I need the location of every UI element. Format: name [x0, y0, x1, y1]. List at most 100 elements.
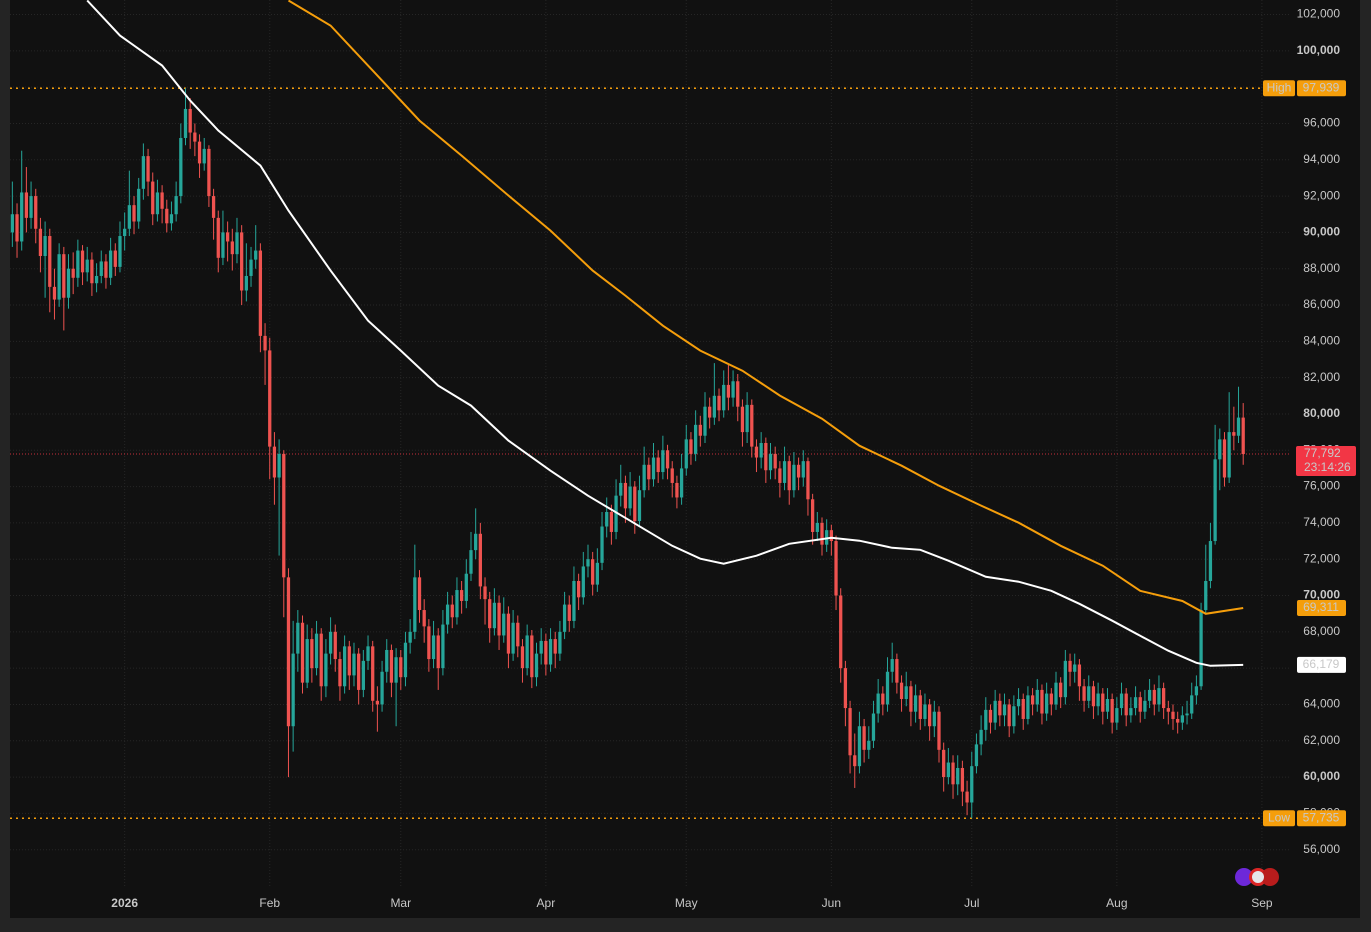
- level-name-box: [1263, 810, 1295, 827]
- candle-body: [801, 461, 805, 478]
- candle-body: [403, 642, 408, 678]
- candle-body: [530, 635, 534, 678]
- moving-average-line: [86, 0, 1244, 667]
- candle-body: [759, 443, 763, 458]
- y-tick-label: 86,000: [1303, 297, 1340, 311]
- candle-body: [155, 192, 160, 215]
- candle-body: [932, 711, 936, 727]
- y-tick-label: 84,000: [1303, 333, 1340, 347]
- candle-body: [249, 259, 253, 276]
- candle-body: [1049, 693, 1053, 705]
- candle-body: [24, 192, 29, 218]
- candle-body: [581, 566, 585, 598]
- candle-body: [778, 468, 782, 483]
- candle-body: [637, 490, 642, 522]
- candle-body: [539, 640, 543, 654]
- candle-body: [885, 671, 890, 705]
- x-tick-label: Apr: [537, 896, 556, 910]
- candle-body: [572, 580, 576, 621]
- candle-body: [338, 659, 342, 687]
- candle-body: [576, 580, 581, 598]
- candle-body: [839, 595, 843, 669]
- y-tick-label: 56,000: [1303, 842, 1340, 856]
- price-label-box: [1297, 656, 1346, 673]
- x-tick-label: Sep: [1251, 896, 1273, 910]
- candle-body: [427, 626, 431, 660]
- candle-body: [1124, 693, 1128, 716]
- candle-body: [160, 192, 164, 209]
- candle-body: [895, 659, 899, 683]
- axes: 56,00058,00060,00062,00064,00066,00068,0…: [111, 7, 1356, 910]
- candle-body: [689, 439, 693, 454]
- candle-body: [750, 404, 754, 447]
- level-name: Low: [1268, 810, 1290, 824]
- y-tick-label: 76,000: [1303, 479, 1340, 493]
- candle-body: [272, 446, 277, 478]
- candle-body: [357, 653, 361, 690]
- candle-body: [984, 709, 988, 730]
- candle-body: [94, 275, 99, 284]
- candle-body: [1087, 686, 1091, 701]
- candle-body: [736, 381, 740, 407]
- candle-body: [792, 464, 796, 491]
- logo-circle: [1261, 868, 1279, 886]
- candle-body: [282, 453, 286, 578]
- x-tick-label: May: [675, 896, 698, 910]
- candle-body: [197, 141, 202, 164]
- candle-body: [34, 196, 38, 229]
- candle-body: [764, 443, 768, 471]
- candle-body: [1063, 660, 1067, 698]
- x-tick-label: 2026: [111, 896, 138, 910]
- y-tick-label: 68,000: [1303, 624, 1340, 638]
- candle-body: [1021, 698, 1025, 719]
- candle-body: [1232, 432, 1236, 436]
- candle-body: [712, 395, 716, 418]
- candle-body: [502, 613, 506, 636]
- candle-body: [647, 464, 651, 480]
- candle-body: [15, 214, 19, 242]
- candle-body: [183, 108, 188, 138]
- candle-body: [478, 533, 482, 587]
- logo-circle: [1252, 871, 1264, 883]
- candle-body: [937, 711, 941, 750]
- candle-body: [57, 254, 61, 300]
- candle-body: [1208, 541, 1213, 581]
- candle-body: [1035, 689, 1039, 705]
- candle-body: [881, 693, 885, 705]
- candle-body: [165, 208, 169, 224]
- candle-body: [1068, 660, 1072, 672]
- candle-body: [867, 740, 871, 750]
- candle-body: [619, 482, 623, 496]
- candle-body: [385, 649, 389, 672]
- candle-body: [1152, 689, 1156, 705]
- candle-body: [558, 631, 562, 654]
- candle-body: [675, 482, 679, 498]
- candle-body: [871, 713, 876, 741]
- candle-body: [445, 604, 450, 625]
- candle-body: [380, 671, 384, 705]
- candle-body: [923, 704, 927, 719]
- level-value-box: [1297, 80, 1346, 97]
- candle-body: [726, 384, 731, 398]
- level-name: High: [1267, 80, 1292, 94]
- candle-body: [722, 384, 726, 411]
- candle-body: [670, 468, 674, 483]
- candle-body: [904, 686, 908, 699]
- candle-body: [942, 749, 946, 778]
- countdown-label: 23:14:26: [1304, 460, 1351, 474]
- x-tick-label: Aug: [1106, 896, 1127, 910]
- y-tick-label: 90,000: [1303, 225, 1340, 239]
- candle-body: [66, 268, 71, 298]
- candle-body: [492, 602, 497, 629]
- candle-body: [825, 530, 829, 545]
- candle-body: [534, 653, 539, 678]
- candle-body: [787, 461, 791, 491]
- candle-body: [899, 682, 904, 699]
- candle-body: [71, 268, 75, 278]
- candle-body: [441, 624, 445, 669]
- candle-body: [516, 622, 520, 647]
- candle-body: [1194, 686, 1199, 696]
- candle-body: [169, 214, 174, 224]
- candle-body: [108, 250, 113, 278]
- candle-body: [1133, 697, 1138, 709]
